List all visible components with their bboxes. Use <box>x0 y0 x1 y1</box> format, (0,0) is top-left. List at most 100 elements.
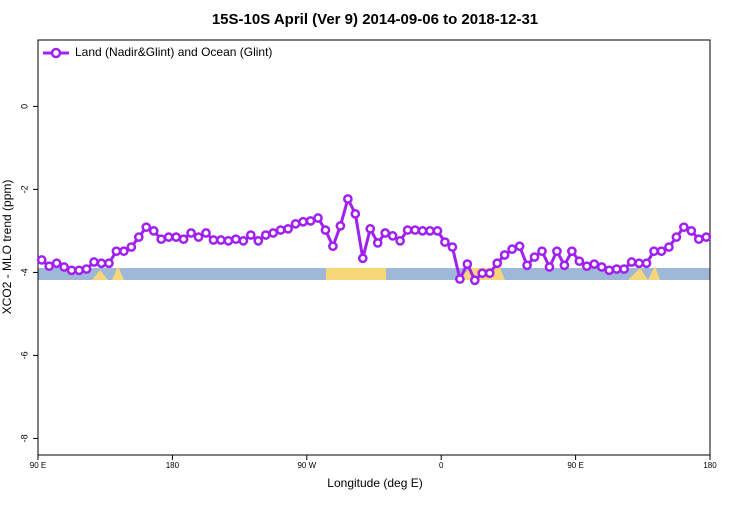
data-point <box>36 255 47 265</box>
y-axis-label: XCO2 - MLO trend (ppm) <box>0 180 14 315</box>
data-point <box>171 232 181 242</box>
data-point <box>313 213 323 223</box>
data-point <box>581 261 592 272</box>
data-point <box>290 218 301 229</box>
data-point <box>148 226 159 236</box>
data-point <box>455 274 465 284</box>
data-point <box>432 226 443 236</box>
x-tick-label: 0 <box>439 461 444 470</box>
data-point <box>372 238 383 248</box>
data-point <box>447 242 458 252</box>
data-point <box>559 260 570 271</box>
data-point <box>335 221 346 231</box>
data-point <box>469 275 480 286</box>
plot-frame <box>37 39 711 456</box>
data-point <box>245 230 256 240</box>
data-point <box>350 209 361 219</box>
data-point <box>402 225 413 235</box>
data-point <box>499 250 510 260</box>
data-point <box>283 223 293 234</box>
data-point <box>275 225 286 235</box>
data-point <box>111 246 122 257</box>
data-point <box>417 226 428 236</box>
x-tick-label: 90 E <box>567 461 583 470</box>
y-tick-label: -4 <box>19 268 29 276</box>
y-tick-label: -8 <box>19 434 29 442</box>
x-tick-label: 180 <box>703 461 717 470</box>
land-patch <box>628 266 660 280</box>
data-point <box>104 258 114 269</box>
data-point <box>701 232 712 242</box>
data-point <box>656 246 667 257</box>
data-point <box>634 258 644 269</box>
data-point <box>186 228 196 238</box>
data-point <box>693 234 704 245</box>
data-point <box>626 257 637 267</box>
data-point <box>126 242 137 252</box>
data-point <box>649 246 659 257</box>
data-point <box>268 228 279 238</box>
data-point <box>298 216 308 227</box>
data-point <box>671 232 682 242</box>
data-point <box>193 232 204 242</box>
data-point <box>552 246 562 257</box>
data-point <box>522 260 532 271</box>
land-patch <box>326 268 386 280</box>
data-point <box>133 232 144 242</box>
data-point <box>537 246 547 257</box>
data-point <box>119 246 129 257</box>
data-point <box>425 226 435 236</box>
data-point <box>305 216 316 226</box>
data-point <box>223 236 234 246</box>
data-point <box>477 268 488 279</box>
y-tick-label: 0 <box>19 104 29 109</box>
data-point <box>96 258 107 269</box>
data-point <box>328 241 338 252</box>
x-tick-label: 180 <box>166 461 180 470</box>
data-point <box>395 236 405 246</box>
data-point <box>387 231 398 241</box>
data-point <box>611 264 622 274</box>
land-patch <box>92 270 108 280</box>
data-point <box>514 241 525 252</box>
x-tick-label: 90 E <box>30 461 46 470</box>
data-point <box>357 253 368 264</box>
data-point <box>81 264 92 274</box>
y-tick-label: -2 <box>19 185 29 193</box>
data-point <box>74 265 84 276</box>
data-point <box>163 232 174 242</box>
data-point <box>664 242 674 252</box>
data-point <box>484 268 495 279</box>
data-point <box>596 262 607 272</box>
data-point <box>529 252 540 262</box>
data-point <box>343 194 353 204</box>
x-tick-label: 90 W <box>297 461 316 470</box>
data-point <box>365 223 376 234</box>
data-point <box>156 234 167 245</box>
data-point <box>59 262 69 272</box>
data-point <box>208 235 219 245</box>
land-patch <box>112 266 124 280</box>
data-point <box>619 264 629 274</box>
data-point <box>178 234 189 245</box>
data-point <box>216 235 226 245</box>
data-point <box>507 244 517 255</box>
data-point <box>589 259 600 269</box>
data-point <box>141 222 152 233</box>
data-point <box>492 258 503 269</box>
data-point <box>679 222 689 233</box>
data-point <box>544 262 555 272</box>
data-point <box>231 234 241 245</box>
data-point <box>66 265 77 276</box>
data-point <box>574 256 585 267</box>
data-point <box>440 237 450 247</box>
data-point <box>51 258 62 269</box>
x-axis-label: Longitude (deg E) <box>327 476 422 490</box>
data-point <box>380 228 391 238</box>
data-point <box>604 265 615 276</box>
data-point <box>260 230 271 240</box>
data-point <box>201 228 211 238</box>
chart-title: 15S-10S April (Ver 9) 2014-09-06 to 2018… <box>212 11 538 28</box>
data-point <box>567 246 577 257</box>
data-point <box>641 258 652 269</box>
